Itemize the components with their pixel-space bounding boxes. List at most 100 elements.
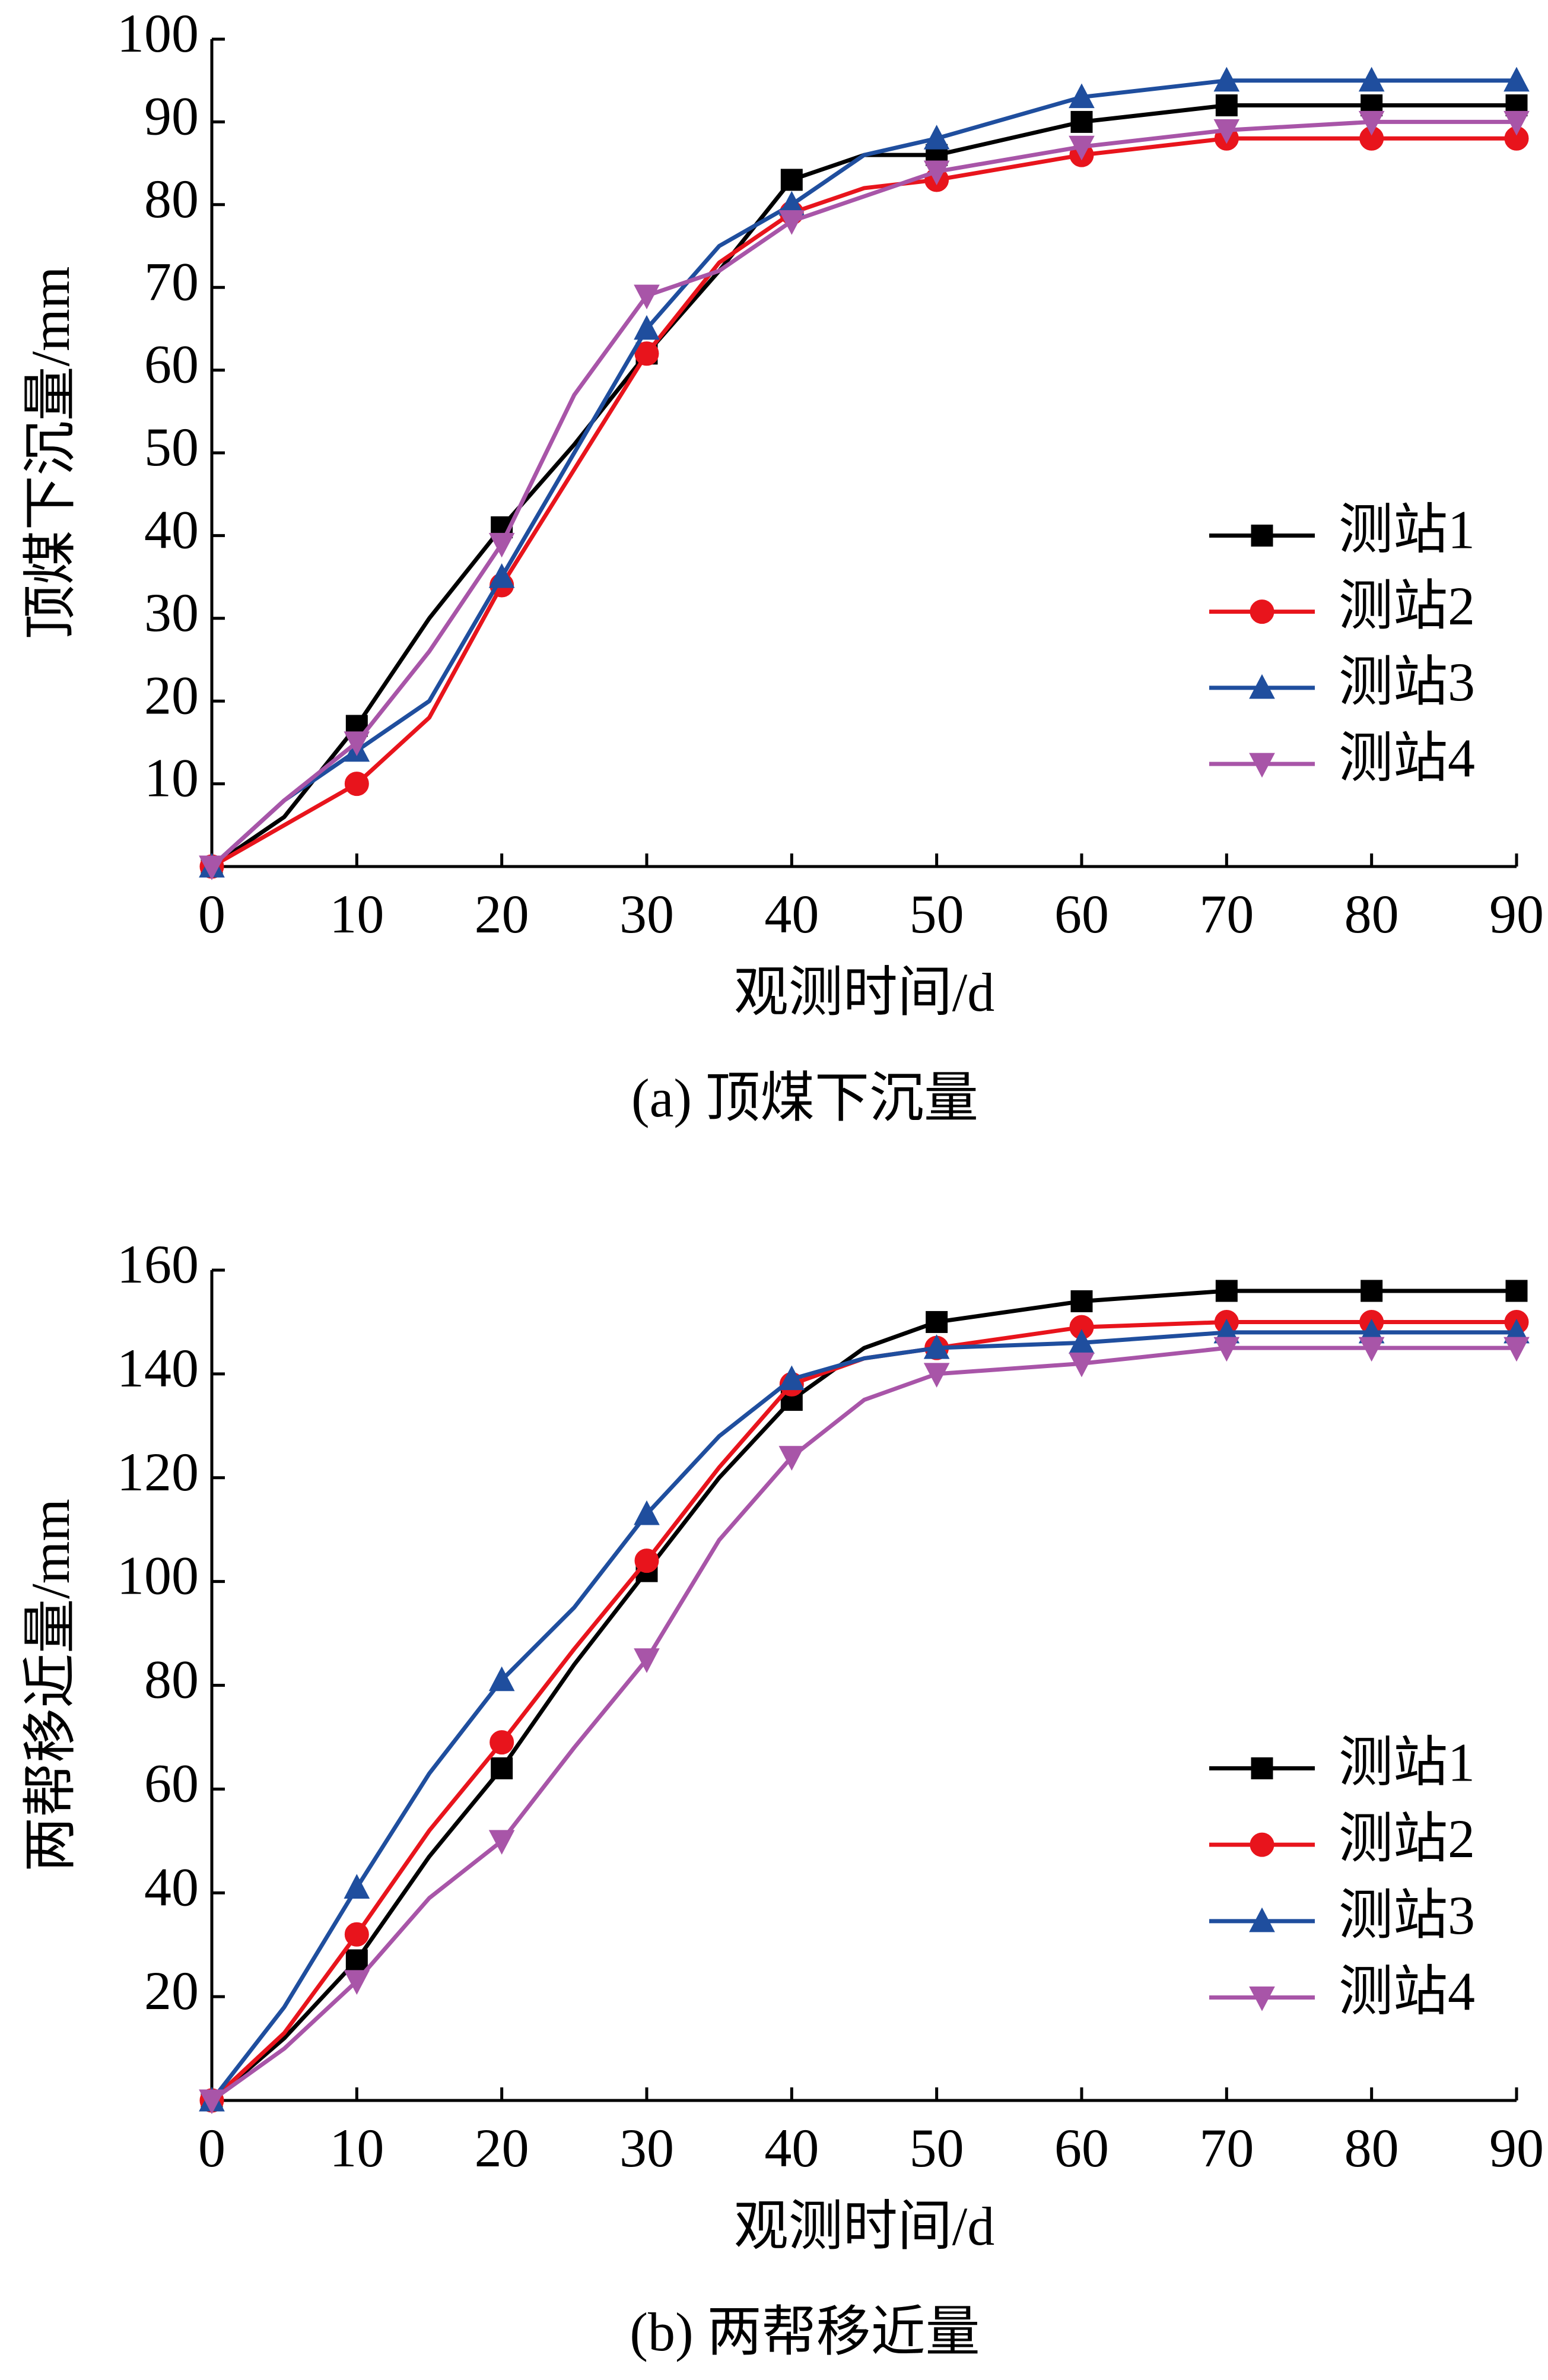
marker (344, 1970, 370, 1995)
marker (1251, 1757, 1273, 1779)
marker (1213, 119, 1240, 144)
marker (491, 1757, 513, 1779)
marker (1358, 66, 1385, 92)
marker (1215, 94, 1238, 117)
marker (634, 1648, 660, 1673)
marker (926, 1310, 948, 1333)
marker (1213, 66, 1240, 92)
marker (1070, 1290, 1093, 1312)
y-axis-title: 两帮移近量/mm (20, 1499, 81, 1872)
y-tick-label: 10 (144, 748, 199, 808)
series-line (210, 1319, 1517, 2102)
x-tick-label: 50 (910, 884, 964, 944)
marker (1213, 1337, 1240, 1362)
marker (344, 731, 370, 756)
legend-label: 测站1 (1339, 500, 1475, 560)
marker (488, 1666, 515, 1692)
y-tick-label: 120 (117, 1442, 199, 1502)
series-line (210, 78, 1517, 868)
marker (1504, 66, 1530, 92)
legend-label: 测站4 (1339, 1962, 1475, 2022)
marker (923, 1334, 950, 1359)
marker (634, 315, 660, 340)
x-tick-label: 40 (764, 2118, 819, 2178)
x-tick-label: 50 (910, 2118, 964, 2178)
x-tick-label: 90 (1489, 2118, 1544, 2178)
marker (1215, 1280, 1238, 1302)
legend-label: 测站2 (1339, 576, 1475, 636)
marker (488, 532, 515, 558)
marker (1249, 1986, 1275, 2011)
y-tick-label: 20 (144, 1960, 199, 2021)
marker (1249, 753, 1275, 778)
y-axis-title: 顶煤下沉量/mm (20, 266, 81, 640)
legend-label: 测站3 (1339, 652, 1475, 712)
y-tick-label: 100 (117, 1546, 199, 1606)
legend-label: 测站3 (1339, 1885, 1475, 1946)
marker (1504, 1337, 1530, 1362)
marker (634, 1548, 659, 1573)
caption: (a) 顶煤下沉量 (631, 1068, 978, 1128)
x-tick-label: 0 (198, 2118, 225, 2178)
x-tick-label: 20 (475, 2118, 529, 2178)
y-tick-label: 90 (144, 86, 199, 147)
marker (923, 125, 950, 150)
marker (634, 284, 660, 310)
marker (923, 160, 950, 186)
marker (778, 1365, 805, 1391)
marker (780, 169, 803, 191)
caption: (b) 两帮移近量 (630, 2302, 980, 2362)
x-tick-label: 60 (1054, 2118, 1109, 2178)
y-tick-label: 80 (144, 169, 199, 229)
y-tick-label: 160 (117, 1234, 199, 1294)
marker (778, 210, 805, 235)
marker (488, 1830, 515, 1855)
y-tick-label: 30 (144, 582, 199, 643)
x-tick-label: 80 (1344, 884, 1399, 944)
marker (344, 1874, 370, 1899)
x-tick-label: 20 (475, 884, 529, 944)
x-tick-label: 0 (198, 884, 225, 944)
legend-label: 测站4 (1339, 728, 1475, 788)
series-line (210, 1346, 1517, 2102)
marker (345, 1949, 368, 1972)
x-tick-label: 30 (619, 884, 674, 944)
marker (1504, 110, 1530, 136)
marker (634, 341, 659, 366)
legend-label: 测站2 (1339, 1808, 1475, 1869)
x-tick-label: 30 (619, 2118, 674, 2178)
marker (1249, 674, 1275, 699)
x-axis-title: 观测时间/d (734, 2196, 995, 2257)
x-tick-label: 70 (1199, 884, 1254, 944)
marker (344, 1922, 369, 1947)
series-line (210, 119, 1517, 868)
marker (1505, 1280, 1528, 1302)
x-tick-label: 70 (1199, 2118, 1254, 2178)
y-tick-label: 70 (144, 251, 199, 312)
marker (344, 772, 369, 796)
marker (1361, 1280, 1383, 1302)
marker (1251, 524, 1273, 547)
series-line (210, 1289, 1517, 2102)
marker (1358, 110, 1385, 136)
y-tick-label: 40 (144, 1857, 199, 1917)
y-tick-label: 60 (144, 334, 199, 395)
marker (1358, 1337, 1385, 1362)
marker (199, 2089, 225, 2115)
marker (923, 1363, 950, 1388)
x-tick-label: 80 (1344, 2118, 1399, 2178)
marker (199, 855, 225, 881)
x-tick-label: 90 (1489, 884, 1544, 944)
series-line (211, 136, 1517, 869)
series-line (211, 103, 1517, 868)
marker (1069, 1352, 1095, 1378)
marker (488, 563, 515, 588)
y-tick-label: 100 (117, 3, 199, 64)
marker (1250, 599, 1274, 624)
marker (1069, 135, 1095, 161)
x-tick-label: 40 (764, 884, 819, 944)
marker (489, 1730, 514, 1755)
x-axis-title: 观测时间/d (734, 962, 995, 1023)
x-tick-label: 60 (1054, 884, 1109, 944)
